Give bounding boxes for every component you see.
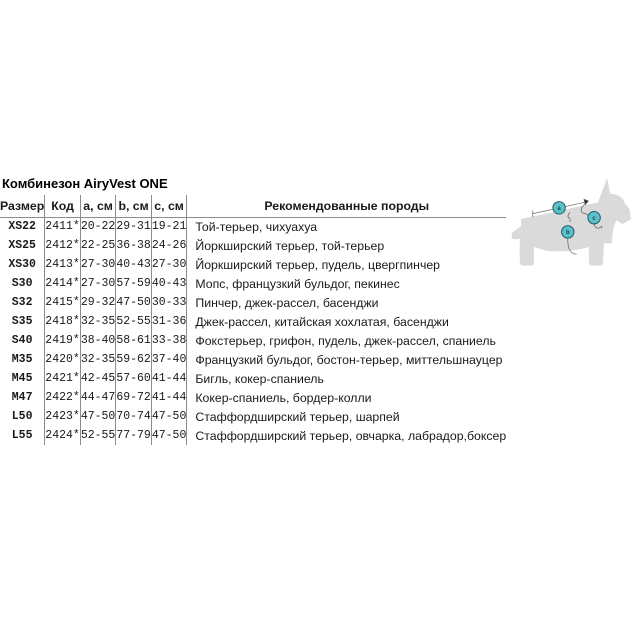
svg-text:b: b <box>566 230 570 236</box>
